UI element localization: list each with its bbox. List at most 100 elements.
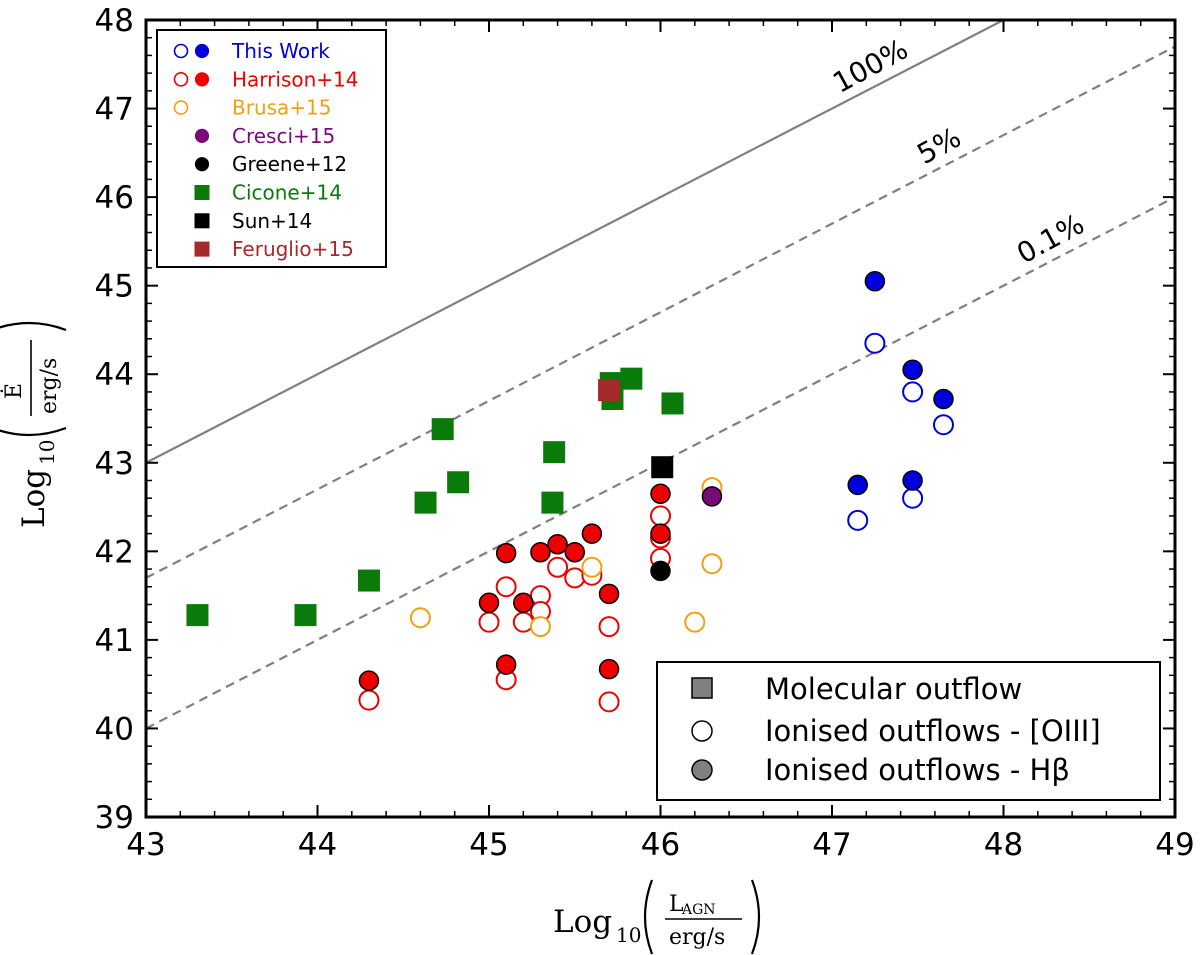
reference-line-labels: 100%5%0.1% [827, 32, 1089, 270]
legend-marker-cresci-15 [194, 128, 210, 143]
legend-marker-sun-14 [194, 213, 210, 229]
y-tick-label: 43 [95, 446, 134, 482]
point-cicone-14 [431, 418, 454, 441]
point-this-work [902, 470, 923, 491]
x-tick-labels: 43 44 45 46 47 48 49 [126, 827, 1194, 863]
legend-marker-harrison-14 [194, 72, 210, 87]
marker-legend-label: Ionised outflows - Hβ [765, 753, 1070, 787]
svg-text:Log: Log [16, 469, 52, 528]
legend-marker-this-work [194, 43, 210, 59]
point-cicone-14 [661, 392, 684, 415]
reference-lines [146, 20, 1175, 730]
reference-line [146, 196, 1175, 730]
point-cicone-14 [294, 604, 317, 627]
legend-label-feruglio-15: Feruglio+15 [232, 237, 354, 261]
y-tick-label: 40 [95, 711, 134, 747]
point-harrison-14-open [598, 616, 620, 638]
point-brusa-15-open [701, 553, 723, 575]
y-tick-label: 42 [95, 534, 134, 570]
series-legend: This Work Harrison+14 Brusa+15 Cresci+15 Gre… [156, 29, 387, 268]
point-this-work-open [864, 332, 886, 354]
point-harrison-14 [358, 670, 380, 691]
x-tick-label: 48 [984, 827, 1023, 863]
y-label-right-paren [0, 321, 67, 332]
point-harrison-14 [530, 541, 551, 563]
legend-label-this-work: This Work [231, 39, 330, 63]
marker-legend-label: Molecular outflow [765, 672, 1022, 706]
svg-text:Log: Log [553, 904, 612, 940]
legend-square-marker [691, 677, 713, 699]
legend-open-circle-marker [691, 720, 713, 742]
point-harrison-14 [495, 542, 517, 564]
y-tick-label: 48 [95, 3, 134, 39]
point-harrison-14 [581, 523, 603, 544]
point-harrison-14-open [650, 505, 671, 527]
point-cicone-14 [541, 491, 564, 514]
point-harrison-14-open [478, 611, 500, 633]
point-harrison-14 [564, 541, 585, 563]
reference-line [146, 20, 1006, 464]
reference-line-label: 5% [912, 121, 967, 171]
y-tick-labels: 39 40 41 42 43 44 45 46 47 48 [95, 3, 134, 836]
point-harrison-14 [478, 592, 500, 613]
reference-line-label: 0.1% [1011, 207, 1089, 270]
point-harrison-14-open [358, 689, 380, 711]
legend-label-cicone-14: Cicone+14 [232, 181, 342, 205]
marker-legend-label: Ionised outflows - [OIII] [765, 714, 1101, 748]
point-feruglio-15 [598, 379, 621, 402]
svg-text:L: L [669, 892, 684, 917]
point-cicone-14 [186, 604, 209, 627]
point-this-work-open [902, 487, 924, 509]
point-harrison-14-open [564, 567, 586, 589]
point-harrison-14 [495, 654, 517, 675]
y-tick-label: 46 [95, 180, 134, 216]
legend-marker-cicone-14 [194, 185, 210, 200]
svg-text:AGN: AGN [681, 902, 716, 918]
point-harrison-14-open [547, 556, 569, 578]
point-cicone-14 [620, 367, 643, 390]
point-cicone-14 [543, 441, 566, 464]
point-this-work-open [902, 381, 924, 403]
y-tick-label: 47 [95, 92, 134, 128]
legend-label-sun-14: Sun+14 [232, 209, 312, 233]
y-axis-label: Log 10 Ė erg/s [0, 321, 67, 528]
point-brusa-15-open [581, 556, 603, 578]
x-tick-label: 47 [812, 827, 851, 863]
point-harrison-14 [650, 483, 671, 505]
y-label-left-paren [0, 426, 67, 437]
svg-text:Ė: Ė [0, 383, 27, 399]
y-tick-label: 41 [95, 623, 134, 659]
point-this-work [864, 270, 886, 292]
point-harrison-14 [650, 523, 671, 544]
x-tick-label: 49 [1155, 827, 1194, 863]
x-tick-label: 44 [298, 827, 337, 863]
point-harrison-14 [513, 592, 534, 613]
svg-text:10: 10 [616, 923, 641, 947]
point-brusa-15-open [409, 607, 431, 629]
y-tick-label: 44 [95, 357, 134, 393]
x-axis-label: Log 10 L AGN erg/s [553, 879, 761, 955]
point-this-work [933, 388, 954, 410]
svg-text:10: 10 [35, 440, 59, 465]
x-tick-label: 45 [469, 827, 508, 863]
point-this-work-open [932, 414, 954, 436]
point-harrison-14 [598, 583, 620, 605]
legend-marker-greene-12 [194, 157, 210, 172]
point-harrison-14-open [495, 576, 517, 598]
point-cicone-14 [414, 491, 437, 514]
legend-label-cresci-15: Cresci+15 [232, 124, 335, 148]
legend-label-brusa-15: Brusa+15 [232, 96, 332, 120]
legend-filled-circle-marker [691, 759, 713, 781]
data-points [186, 270, 954, 713]
svg-text:erg/s: erg/s [669, 925, 725, 950]
legend-marker-harrison-14-open [173, 72, 189, 87]
point-cresci-15 [701, 486, 723, 507]
point-cicone-14 [357, 569, 380, 592]
point-harrison-14-open [598, 691, 620, 713]
point-sun-14 [651, 456, 674, 479]
axis-ticks [145, 19, 1176, 818]
y-tick-label: 45 [95, 269, 134, 305]
point-harrison-14 [547, 533, 568, 555]
x-tick-label: 46 [641, 827, 680, 863]
